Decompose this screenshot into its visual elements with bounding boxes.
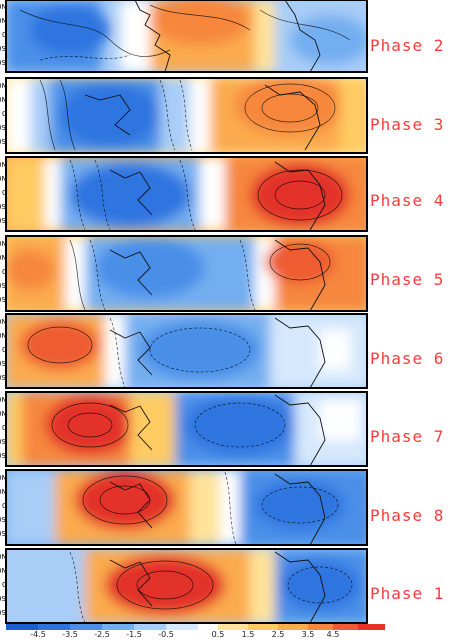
map-panel-phase-2 — [5, 0, 368, 73]
lat-label: 0S — [0, 452, 6, 460]
lat-label: 0 — [2, 346, 7, 354]
lat-label: 0S — [0, 438, 6, 446]
map-panel-phase-1 — [5, 548, 368, 624]
phase-label-4: Phase 4 — [370, 191, 445, 210]
colorbar-swatch-1 — [6, 624, 38, 630]
phase-label-1: Phase 1 — [370, 584, 445, 603]
lat-label: 0S — [0, 124, 6, 132]
lat-label: 0N — [0, 175, 7, 183]
lat-label: 0S — [0, 138, 6, 146]
colorbar-swatch-2 — [38, 624, 70, 630]
map-panel-phase-6 — [5, 313, 368, 389]
lat-label: 0N — [0, 96, 7, 104]
lat-label: 0N — [0, 82, 7, 90]
colorbar-swatch-neutral — [198, 624, 218, 630]
lat-label: 0N — [0, 488, 7, 496]
colorbar-swatch-3 — [70, 624, 102, 630]
lat-label: 0 — [2, 31, 7, 39]
lat-label: 0N — [0, 318, 7, 326]
lat-label: 0N — [0, 161, 7, 169]
colorbar-swatch-12 — [358, 624, 385, 630]
lat-label: 0N — [0, 254, 7, 262]
lat-label: 0N — [0, 332, 7, 340]
colorbar-tick-label: -3.5 — [62, 630, 78, 639]
colorbar-swatch-10 — [308, 624, 333, 630]
lat-label: 0S — [0, 296, 6, 304]
lat-label: 0N — [0, 17, 7, 25]
lat-label: 0S — [0, 203, 6, 211]
colorbar-swatch-5 — [134, 624, 166, 630]
lat-label: 0S — [0, 595, 6, 603]
lat-label: 0S — [0, 516, 6, 524]
lat-label: 0 — [2, 424, 7, 432]
lat-label: 0 — [2, 581, 7, 589]
phase-label-7: Phase 7 — [370, 427, 445, 446]
colorbar-tick-label: 0.5 — [211, 630, 225, 639]
map-panel-phase-8 — [5, 469, 368, 546]
colorbar-tick-label: -4.5 — [30, 630, 46, 639]
map-panel-phase-4 — [5, 156, 368, 232]
colorbar-tick-label: 4.5 — [326, 630, 340, 639]
colorbar-tick-label: -2.5 — [94, 630, 110, 639]
lat-label: 0S — [0, 59, 6, 67]
colorbar-swatch-9 — [278, 624, 308, 630]
lat-label: 0S — [0, 530, 6, 538]
lat-label: 0N — [0, 240, 7, 248]
lat-label: 0S — [0, 217, 6, 225]
lat-label: 0S — [0, 282, 6, 290]
map-panel-phase-3 — [5, 77, 368, 154]
colorbar-tick-label: -0.5 — [158, 630, 174, 639]
colorbar-tick-label: -1.5 — [126, 630, 142, 639]
colorbar-swatch-7 — [218, 624, 248, 630]
phase-label-5: Phase 5 — [370, 270, 445, 289]
phase-label-3: Phase 3 — [370, 115, 445, 134]
lat-label: 0S — [0, 609, 6, 617]
map-panel-phase-7 — [5, 391, 368, 467]
lat-label: 0 — [2, 502, 7, 510]
lat-label: 0 — [2, 268, 7, 276]
colorbar-tick-label: 2.5 — [271, 630, 285, 639]
lat-label: 0N — [0, 553, 7, 561]
phase-label-8: Phase 8 — [370, 506, 445, 525]
colorbar-swatch-8 — [248, 624, 278, 630]
colorbar-tick-label: 3.5 — [301, 630, 315, 639]
lat-label: 0N — [0, 410, 7, 418]
colorbar-tick-label: 1.5 — [241, 630, 255, 639]
lat-label: 0N — [0, 3, 7, 11]
phase-label-6: Phase 6 — [370, 349, 445, 368]
lat-label: 0 — [2, 189, 7, 197]
map-panel-phase-5 — [5, 235, 368, 312]
colorbar-swatch-6 — [166, 624, 198, 630]
lat-label: 0S — [0, 360, 6, 368]
lat-label: 0N — [0, 474, 7, 482]
colorbar-swatch-11 — [333, 624, 358, 630]
lat-label: 0N — [0, 396, 7, 404]
lat-label: 0N — [0, 567, 7, 575]
phase-label-2: Phase 2 — [370, 36, 445, 55]
lat-label: 0 — [2, 110, 7, 118]
lat-label: 0S — [0, 45, 6, 53]
colorbar — [6, 624, 385, 630]
lat-label: 0S — [0, 374, 6, 382]
colorbar-swatch-4 — [102, 624, 134, 630]
